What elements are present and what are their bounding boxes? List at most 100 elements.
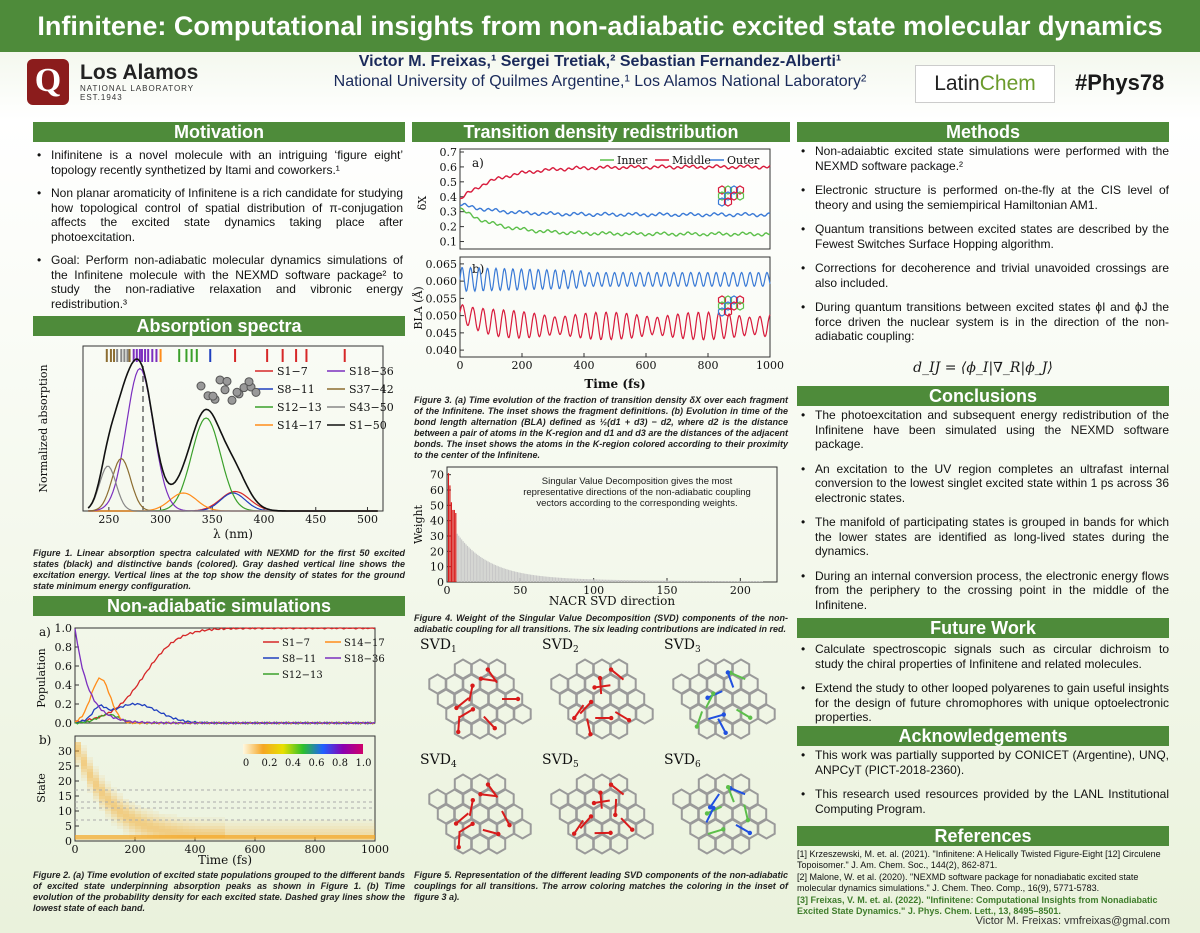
x-tick-label: 600 — [636, 359, 657, 372]
x-tick-label: 150 — [657, 584, 678, 597]
density-cell — [285, 823, 291, 826]
svd-bar — [664, 580, 667, 582]
svd-arrow — [709, 793, 720, 808]
svd-bar — [549, 576, 551, 582]
density-cell — [135, 808, 141, 811]
density-cell — [207, 829, 213, 832]
density-cell — [225, 829, 231, 832]
density-cell — [189, 823, 195, 826]
svd-arrow — [736, 708, 751, 719]
density-cell — [303, 829, 309, 832]
density-cell — [87, 778, 93, 781]
svd-bar — [472, 551, 474, 582]
density-cell — [135, 814, 141, 817]
svd-bar — [465, 544, 467, 582]
density-cell — [363, 829, 369, 832]
svd-bar — [681, 580, 683, 582]
density-cell — [123, 811, 129, 814]
svd-bar — [575, 578, 577, 582]
svd-bar — [503, 568, 505, 582]
svd-arrowhead — [748, 715, 753, 720]
svd-bar — [579, 578, 582, 582]
hex-ring — [757, 818, 776, 840]
density-cell — [87, 772, 93, 775]
svd-bar — [711, 580, 714, 582]
hex-ring — [453, 833, 473, 855]
density-cell — [81, 766, 87, 769]
fig3-caption: Figure 3. (a) Time evolution of the frac… — [414, 395, 788, 460]
future-item: Calculate spectroscopic signals such as … — [797, 642, 1169, 671]
density-cell — [219, 832, 225, 835]
svd-arrow — [501, 810, 511, 826]
svd-note-box: Singular Value Decomposition gives the m… — [523, 476, 751, 509]
density-cell — [303, 823, 309, 826]
colorbar-label: 0.6 — [309, 758, 325, 769]
latinchem-logo: LatinChem — [915, 65, 1055, 103]
svd-bar — [760, 581, 762, 582]
svd-bar — [623, 580, 626, 582]
y-tick-label: 0 — [437, 576, 444, 589]
x-tick-label: 400 — [185, 843, 206, 856]
svd-bar — [496, 565, 498, 582]
density-cell — [153, 823, 159, 826]
density-cell — [123, 817, 129, 820]
density-cell — [309, 826, 315, 829]
svd-bar — [512, 571, 514, 582]
density-cell — [321, 832, 327, 835]
density-cell — [243, 829, 249, 832]
density-cell — [111, 793, 117, 796]
density-cell — [87, 784, 93, 787]
reference-item: [2] Malone, W. et al. (2020). "NEXMD sof… — [797, 872, 1139, 893]
svd-arrow — [705, 807, 715, 823]
density-cell — [93, 790, 99, 793]
density-cell — [279, 832, 285, 835]
svd-bar — [459, 537, 461, 582]
svd-arrow — [743, 804, 749, 821]
density-cell — [105, 796, 111, 799]
svd-bar — [710, 580, 712, 582]
svd-label-subscript: 1 — [451, 645, 457, 655]
density-cell — [321, 823, 327, 826]
svd-arrowhead — [747, 830, 753, 836]
svd-arrow — [455, 697, 470, 709]
density-cell — [165, 823, 171, 826]
svd-bar — [538, 575, 540, 582]
density-cell — [285, 829, 291, 832]
svd-arrowhead — [725, 670, 731, 675]
hex-ring — [470, 833, 490, 855]
density-cell — [111, 805, 117, 808]
molecule-ring — [723, 307, 733, 317]
density-cell — [231, 823, 237, 826]
density-cell — [297, 820, 303, 823]
svd-bar — [598, 579, 601, 582]
legend-label: Middle — [672, 154, 711, 167]
section-refs: References — [797, 826, 1169, 846]
density-cell — [321, 820, 327, 823]
references: [1] Krzeszewski, M. et. al. (2021). "Inf… — [797, 849, 1169, 918]
methods-item: Quantum transitions between excited stat… — [797, 222, 1169, 251]
density-cell — [231, 820, 237, 823]
svd-arrow — [695, 711, 704, 727]
y-tick-label: 70 — [430, 469, 444, 482]
svd-components-figure: SVD1 SVD2 SVD3 SVD4 SVD5 SVD6 — [420, 637, 776, 855]
density-cell — [315, 832, 321, 835]
density-cell — [279, 826, 285, 829]
density-cell — [237, 820, 243, 823]
svd-bar — [758, 581, 760, 582]
x-tick-label: 800 — [698, 359, 719, 372]
density-cell — [111, 823, 117, 826]
svd-bar — [684, 580, 686, 582]
motivation-item: Goal: Perform non-adiabatic molecular dy… — [33, 253, 403, 311]
x-tick-label: 800 — [305, 843, 326, 856]
density-cell — [111, 799, 117, 802]
density-cell — [285, 820, 291, 823]
density-cell — [339, 832, 345, 835]
density-cell — [105, 790, 111, 793]
density-cell — [369, 832, 375, 835]
density-cell — [291, 832, 297, 835]
density-cell — [99, 781, 105, 784]
density-cell — [147, 814, 153, 817]
x-tick-label: 400 — [254, 513, 275, 526]
svd-bar — [453, 509, 455, 582]
hex-ring — [714, 833, 734, 855]
